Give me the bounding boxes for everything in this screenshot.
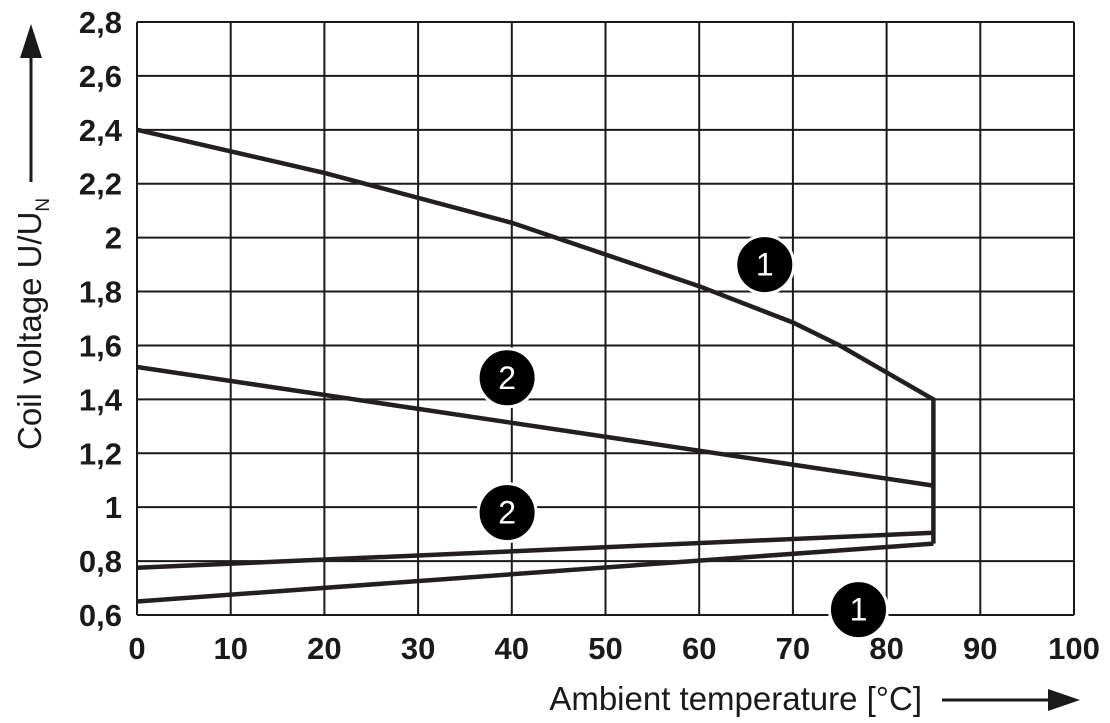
curve-markers: 1 2 2 1 (476, 234, 889, 641)
x-tick-label-8: 80 (869, 631, 903, 666)
y-tick-label-11: 2,8 (79, 5, 122, 40)
y-tick-label-3: 1,2 (79, 436, 122, 471)
curve-2-upper-line (136, 364, 934, 488)
y-tick-label-8: 2,2 (79, 167, 122, 202)
tick-labels: 0 10 20 30 40 50 60 70 80 90 100 0,6 0,8 1 1,2 1,4 1,6 1,… (79, 5, 1100, 666)
curve-marker-2-circle (476, 482, 538, 544)
x-axis-arrow-head (1048, 689, 1080, 711)
x-axis-title: Ambient temperature [°C] (549, 680, 922, 717)
grid (136, 21, 1075, 616)
curve-1-upper-line (136, 127, 936, 544)
y-tick-label-4: 1,4 (79, 382, 123, 417)
x-axis-title-group: Ambient temperature [°C] (549, 680, 1080, 717)
y-tick-label-5: 1,6 (79, 328, 122, 363)
curve-marker-0-label: 1 (756, 247, 774, 283)
x-tick-label-10: 100 (1048, 631, 1100, 666)
y-axis-title-main: Coil voltage U/U (11, 212, 48, 450)
x-tick-label-7: 70 (776, 631, 810, 666)
curve-marker-1-circle (476, 347, 538, 409)
y-axis-title: Coil voltage U/UN (11, 198, 54, 450)
series-group (136, 127, 936, 604)
curve-marker-2-label: 2 (498, 495, 516, 531)
y-tick-label-9: 2,4 (79, 113, 123, 148)
x-tick-label-6: 60 (682, 631, 716, 666)
y-axis-title-subscript: N (33, 198, 54, 212)
curve-1-lower-line (136, 541, 934, 604)
x-tick-label-1: 10 (213, 631, 247, 666)
y-axis-title-group: Coil voltage U/UN (11, 24, 54, 450)
x-tick-label-4: 40 (495, 631, 529, 666)
y-tick-label-10: 2,6 (79, 59, 122, 94)
y-tick-label-0: 0,6 (79, 598, 122, 633)
x-tick-label-9: 90 (963, 631, 997, 666)
curve-marker-1-label: 2 (498, 360, 516, 396)
y-tick-label-6: 1,8 (79, 275, 122, 310)
curve-marker-0-circle (734, 234, 796, 296)
y-tick-label-2: 1 (105, 490, 122, 525)
curve-marker-3-label: 1 (850, 592, 868, 628)
y-axis-arrow-head (20, 24, 42, 58)
y-tick-label-7: 2 (105, 221, 122, 256)
x-tick-label-5: 50 (588, 631, 622, 666)
curve-2-lower-line (136, 530, 934, 571)
x-tick-label-0: 0 (128, 631, 145, 666)
y-tick-label-1: 0,8 (79, 544, 122, 579)
curve-marker-3-circle (827, 579, 889, 641)
x-tick-label-3: 30 (401, 631, 435, 666)
x-tick-label-2: 20 (307, 631, 341, 666)
